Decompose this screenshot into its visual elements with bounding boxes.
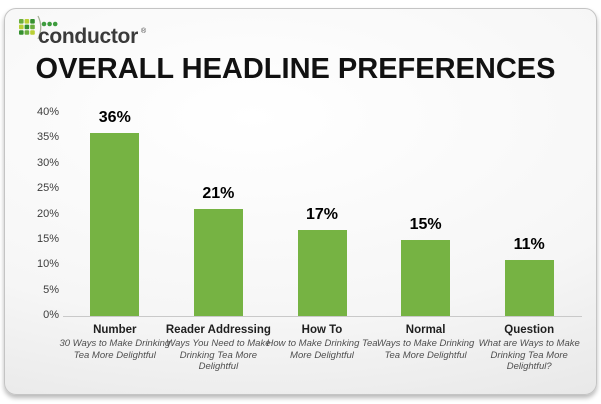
- category-example-headline: How to Make Drinking Tea More Delightful: [266, 338, 378, 361]
- y-axis-tick-label: 5%: [43, 283, 59, 296]
- y-axis-tick-label: 30%: [36, 156, 59, 169]
- x-axis-line: [63, 316, 582, 317]
- registered-mark: ®: [141, 28, 147, 35]
- bar-value-label: 21%: [202, 185, 235, 203]
- category-label: Normal Ways to Make Drinking Tea More Del…: [368, 324, 484, 361]
- y-axis-tick-label: 35%: [36, 131, 59, 144]
- y-axis-tick-label: 10%: [36, 258, 59, 271]
- category-example-headline: Ways You Need to Make Drinking Tea More …: [166, 338, 271, 372]
- bar-value-label: 11%: [513, 236, 545, 254]
- category-name: Normal: [405, 324, 446, 336]
- category-example-headline: 30 Ways to Make Drinking Tea More Deligh…: [59, 338, 171, 361]
- bar-value-label: 36%: [98, 109, 131, 127]
- category-example-headline: What are Ways to Make Drinking Tea More …: [478, 338, 580, 372]
- conductor-logo-text: conductor: [38, 25, 138, 48]
- category-name: How To: [301, 324, 343, 336]
- bar-value-label: 15%: [409, 215, 442, 233]
- category-label: How To How to Make Drinking Tea More Deli…: [264, 324, 380, 361]
- y-axis-tick-label: 20%: [36, 207, 59, 220]
- conductor-logo-mark: [19, 15, 58, 40]
- bar: [90, 133, 140, 316]
- category-label: Number 30 Ways to Make Drinking Tea More …: [57, 324, 173, 361]
- bar: [504, 260, 554, 316]
- bar: [401, 239, 451, 316]
- bar-value-label: 17%: [305, 205, 338, 223]
- category-label: Question What are Ways to Make Drinking T…: [471, 324, 587, 373]
- y-axis-tick-label: 15%: [36, 232, 59, 245]
- conductor-logo: conductor ®: [19, 14, 179, 56]
- category-name: Number: [93, 324, 137, 336]
- category-name: Question: [504, 324, 555, 336]
- y-axis-tick-label: 0%: [43, 309, 59, 321]
- bar: [193, 209, 243, 316]
- y-axis-tick-label: 25%: [36, 182, 59, 195]
- bar: [297, 229, 347, 316]
- chart-title: OVERALL HEADLINE PREFERENCES: [35, 53, 556, 85]
- category-label: Reader Addressing Ways You Need to Make D…: [161, 324, 277, 373]
- category-name: Reader Addressing: [165, 324, 271, 336]
- y-axis-tick-label: 40%: [36, 106, 59, 118]
- category-example-headline: Ways to Make Drinking Tea More Delightfu…: [376, 338, 475, 361]
- slide-card: conductor ® OVERALL HEADLINE PREFERENCES…: [4, 8, 597, 395]
